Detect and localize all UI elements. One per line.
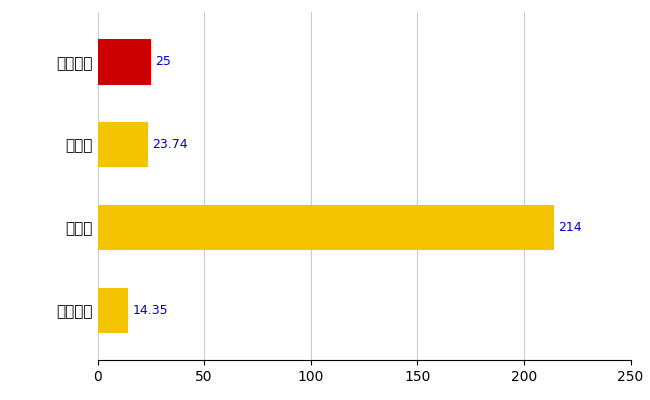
Text: 214: 214	[558, 221, 582, 234]
Text: 23.74: 23.74	[152, 138, 188, 151]
Text: 25: 25	[155, 55, 171, 68]
Bar	[98, 122, 148, 167]
Bar	[98, 39, 151, 84]
Text: 14.35: 14.35	[133, 304, 168, 317]
Bar	[98, 205, 554, 250]
Bar	[98, 288, 128, 333]
